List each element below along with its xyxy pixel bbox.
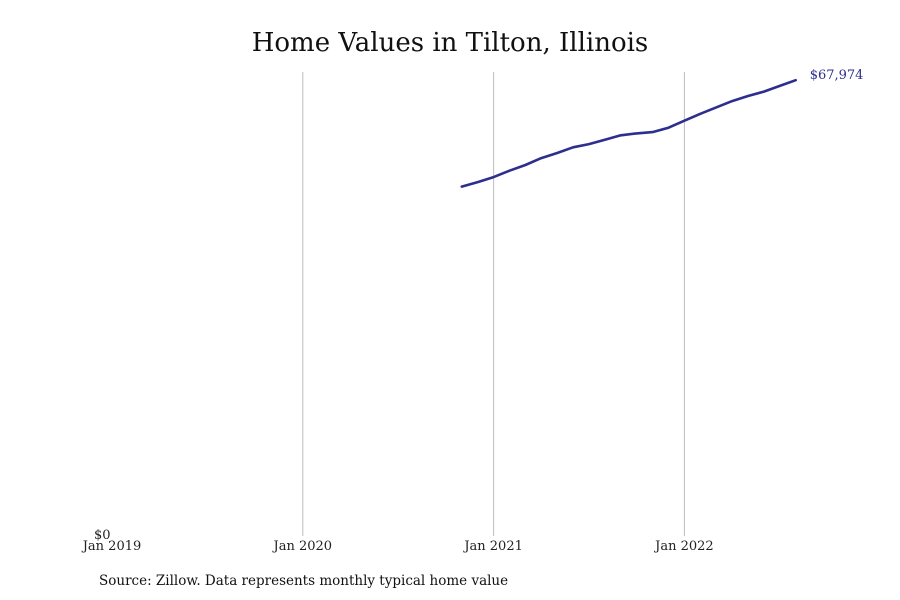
data-point (699, 113, 701, 115)
data-point (763, 90, 765, 92)
end-value-label: $67,974 (810, 68, 864, 83)
source-note: Source: Zillow. Data represents monthly … (99, 573, 509, 589)
data-point (636, 132, 638, 134)
data-point (715, 106, 717, 108)
data-point (683, 120, 685, 122)
data-point (572, 146, 574, 148)
series-layer (460, 78, 797, 188)
y-tick-label: $0 (94, 528, 111, 543)
data-point (651, 131, 653, 133)
x-tick-label: Jan 2021 (462, 539, 523, 554)
data-point (588, 143, 590, 145)
x-tick-label: Jan 2022 (653, 539, 714, 554)
data-point (795, 79, 797, 81)
chart-title: Home Values in Tilton, Illinois (251, 28, 649, 58)
data-point (524, 164, 526, 166)
data-point (461, 185, 463, 187)
x-tick-label: Jan 2019 (81, 539, 142, 554)
gridlines (302, 72, 685, 536)
axis-labels: Jan 2019 Jan 2020 Jan 2021 Jan 2022 $0 $67,97… (81, 68, 864, 554)
data-point (540, 157, 542, 159)
series-line-0 (460, 78, 797, 188)
data-point (667, 126, 669, 128)
data-point (508, 170, 510, 172)
data-point (492, 176, 494, 178)
data-point (556, 152, 558, 154)
data-point (477, 181, 479, 183)
data-point (731, 100, 733, 102)
data-point (620, 134, 622, 136)
data-point (604, 139, 606, 141)
data-point (747, 95, 749, 97)
x-tick-label: Jan 2020 (272, 539, 333, 554)
data-point (779, 85, 781, 87)
